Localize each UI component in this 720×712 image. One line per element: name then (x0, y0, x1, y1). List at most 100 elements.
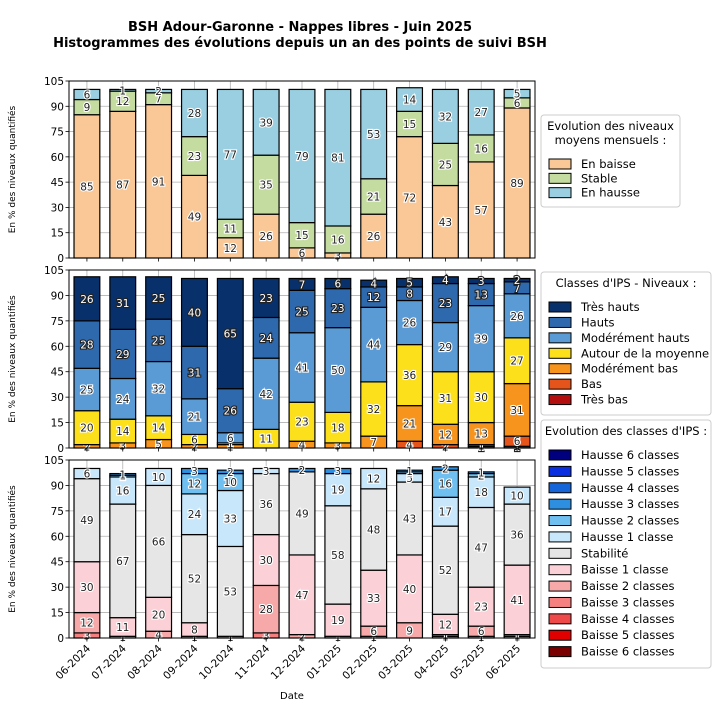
data-label: 6 (335, 279, 342, 291)
data-label: 25 (152, 335, 165, 347)
data-label: 1 (478, 468, 485, 480)
y-axis-label: En % des niveaux quantifiés (7, 295, 18, 423)
legend-swatch (548, 172, 572, 184)
data-label: 57 (475, 205, 488, 217)
legend-swatch (548, 332, 572, 344)
data-label: 6 (478, 626, 485, 638)
bar-segment (467, 506, 495, 588)
data-label: 6 (370, 626, 377, 638)
bar-segment (252, 584, 280, 634)
bar-segment (396, 299, 424, 346)
bar-segment (431, 469, 459, 498)
bar-segment (252, 277, 280, 319)
y-tick-label: 15 (51, 228, 64, 240)
legend-swatch (548, 580, 572, 592)
y-tick-label: 60 (51, 531, 64, 543)
legend-entry-label: Hausse 6 classes (581, 448, 679, 462)
legend-swatch (548, 187, 572, 199)
bar-segment (396, 277, 424, 288)
legend-entry-label: Hausse 3 classes (581, 497, 679, 511)
legend-swatch (548, 613, 572, 625)
data-label: 41 (510, 595, 523, 607)
data-label: 49 (188, 212, 201, 224)
data-label: 16 (439, 479, 453, 491)
data-label: 15 (403, 119, 416, 131)
bar-segment (360, 279, 388, 288)
data-label: 3 (478, 276, 485, 288)
legend-swatch (548, 564, 572, 576)
x-tick-label: 03-2025 (376, 643, 416, 683)
legend-swatch (548, 347, 572, 359)
y-tick-label: 0 (57, 633, 64, 645)
data-label: 4 (442, 275, 449, 287)
legend-entry-label: Hausse 2 classes (581, 514, 679, 528)
data-label: 47 (295, 590, 308, 602)
legend-swatch (548, 498, 572, 510)
y-tick-label: 45 (51, 367, 64, 379)
data-label: 7 (299, 279, 306, 291)
data-label: 28 (80, 340, 93, 352)
bar-segment (503, 382, 531, 437)
data-label: 13 (475, 429, 488, 441)
bar-segment (431, 466, 459, 471)
bar-segment (467, 88, 495, 136)
y-tick-label: 15 (51, 608, 64, 620)
bar-segment (431, 321, 459, 373)
legend-swatch (548, 629, 572, 641)
legend-entry-label: Bas (581, 377, 602, 391)
data-label: 12 (367, 474, 380, 486)
data-label: 11 (116, 622, 129, 634)
bar-segment (145, 596, 173, 632)
bar-segment (73, 114, 101, 259)
bar-segment (216, 388, 244, 434)
data-label: 2 (299, 631, 306, 643)
data-label: 6 (84, 89, 91, 101)
data-label: 91 (152, 176, 165, 188)
data-label: 3 (263, 630, 270, 642)
data-label: 32 (152, 384, 165, 396)
bar-segment (324, 472, 352, 507)
data-label: 12 (439, 619, 452, 631)
data-label: 10 (510, 491, 523, 503)
legend-entry-label: Stable (581, 171, 617, 185)
legend-entry-label: Hausse 1 classe (581, 530, 673, 544)
y-tick-label: 60 (51, 152, 64, 164)
data-label: 1 (406, 466, 413, 478)
data-label: 11 (224, 224, 237, 236)
data-label: 87 (116, 180, 129, 192)
bar-segment (324, 327, 352, 413)
legend-title: Evolution des niveaux (547, 119, 674, 133)
data-label: 3 (263, 466, 270, 478)
bar-segment (360, 178, 388, 215)
bar-segment (360, 381, 388, 437)
data-label: 6 (514, 98, 521, 110)
data-label: 10 (224, 477, 237, 489)
data-label: 4 (370, 279, 377, 291)
data-label: 19 (331, 485, 344, 497)
bar-segment (145, 103, 173, 259)
bar-segment (431, 371, 459, 425)
legend-entry-label: Baisse 3 classes (581, 595, 674, 609)
legend-entry-label: Stabilité (581, 546, 628, 560)
data-label: 36 (403, 370, 417, 382)
data-label: 28 (188, 108, 201, 120)
data-label: 8 (191, 625, 198, 637)
bar-segment (109, 503, 137, 619)
legend-entry-label: Modérément bas (581, 362, 678, 376)
legend-entry-label: En baisse (581, 157, 636, 171)
data-label: 5 (406, 473, 413, 485)
data-label: 21 (403, 418, 416, 430)
data-label: 52 (439, 565, 452, 577)
legend-swatch (548, 158, 572, 170)
legend-swatch (548, 301, 572, 313)
data-label: 3 (84, 630, 91, 642)
data-label: 2 (299, 465, 306, 477)
data-label: 16 (475, 143, 489, 155)
data-label: 9 (406, 625, 413, 637)
data-label: 41 (295, 362, 308, 374)
data-label: 53 (224, 586, 237, 598)
bar-segment (467, 134, 495, 163)
x-tick-label: 02-2025 (340, 643, 380, 683)
data-label: 50 (331, 365, 344, 377)
data-label: 4 (155, 630, 162, 642)
